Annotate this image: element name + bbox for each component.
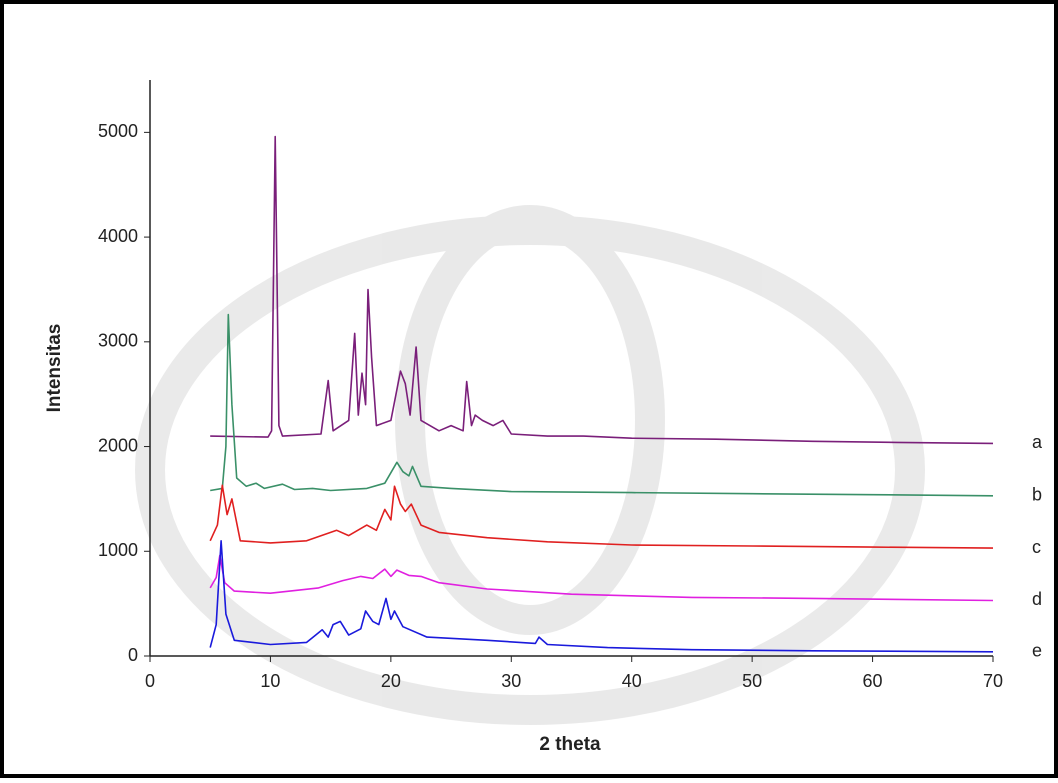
- y-tick-label: 3000: [98, 331, 138, 351]
- y-tick-label: 4000: [98, 226, 138, 246]
- series-label: d: [1032, 589, 1042, 609]
- series-label: c: [1032, 537, 1041, 557]
- x-tick-label: 70: [983, 671, 1003, 691]
- x-tick-label: 30: [501, 671, 521, 691]
- y-tick-label: 0: [128, 645, 138, 665]
- series-label: a: [1032, 432, 1043, 452]
- x-tick-label: 20: [381, 671, 401, 691]
- series-line: [210, 135, 994, 445]
- y-tick-label: 5000: [98, 121, 138, 141]
- series-label: b: [1032, 485, 1042, 505]
- y-tick-label: 1000: [98, 540, 138, 560]
- x-tick-label: 60: [863, 671, 883, 691]
- y-axis-title: Intensitas: [44, 324, 65, 413]
- series-line: [210, 313, 994, 497]
- x-tick-label: 0: [145, 671, 155, 691]
- series-line: [209, 554, 994, 602]
- y-tick-label: 2000: [98, 435, 138, 455]
- x-tick-label: 50: [742, 671, 762, 691]
- x-tick-label: 40: [622, 671, 642, 691]
- series-label: e: [1032, 641, 1042, 661]
- series-line: [209, 484, 994, 549]
- x-axis-title: 2 theta: [539, 734, 601, 755]
- series-line: [209, 540, 994, 653]
- x-tick-label: 10: [260, 671, 280, 691]
